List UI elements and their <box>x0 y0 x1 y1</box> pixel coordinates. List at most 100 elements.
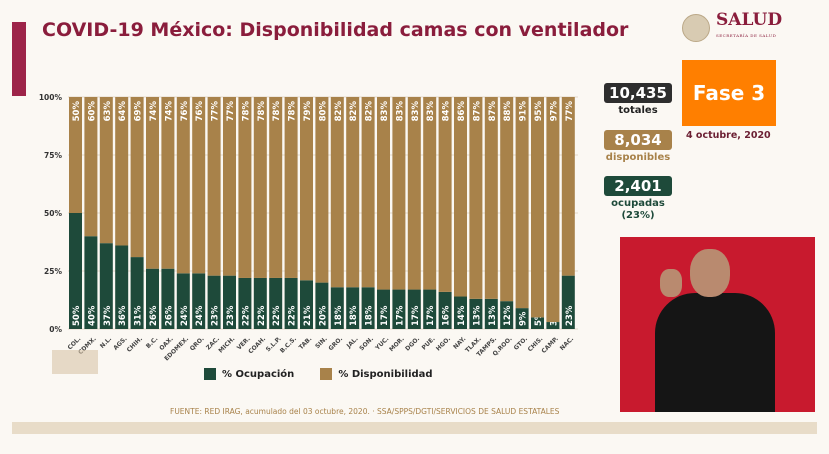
bar-available <box>407 97 421 290</box>
data-label: 24% <box>195 305 205 326</box>
footer-bar <box>12 422 817 434</box>
bar-occupied <box>238 277 252 329</box>
data-label: 37% <box>103 305 113 326</box>
x-tick-label: N.L. <box>99 335 113 349</box>
bar-available <box>484 97 498 299</box>
x-tick-label: JAL. <box>345 335 360 350</box>
bar-occupied <box>130 257 144 329</box>
x-tick-label: COAH. <box>247 335 267 355</box>
data-label: 87% <box>472 101 482 122</box>
bar-occupied <box>146 268 159 329</box>
data-label: 95% <box>534 101 544 122</box>
occupied-value: 2,401 <box>604 176 672 196</box>
available-label: disponibles <box>605 152 671 163</box>
legend-swatch-occupied <box>204 368 216 380</box>
bar-occupied <box>531 317 544 329</box>
data-label: 18% <box>349 305 359 326</box>
data-label: 86% <box>457 101 467 122</box>
bar-occupied <box>515 308 529 329</box>
bar-occupied <box>330 287 344 329</box>
data-label: 13% <box>472 305 482 326</box>
bar-available <box>515 97 529 309</box>
data-label: 24% <box>180 305 190 326</box>
sign-language-interpreter-video <box>620 237 815 412</box>
interpreter-head <box>690 249 730 297</box>
bar-occupied <box>115 245 129 329</box>
x-tick-label: MICH. <box>217 335 236 354</box>
bar-occupied <box>500 301 514 329</box>
data-label: 12% <box>503 305 513 326</box>
data-label: 17% <box>426 305 436 326</box>
bar-available <box>346 97 360 288</box>
bar-occupied <box>361 287 375 329</box>
bar-available <box>454 97 467 297</box>
legend-swatch-available <box>320 368 333 380</box>
data-label: 23% <box>211 305 221 326</box>
data-label: 18% <box>365 305 375 326</box>
bar-available <box>176 97 190 274</box>
available-value: 8,034 <box>604 130 672 150</box>
bar-available <box>192 97 206 274</box>
occupied-beds-stat: 2,401 ocupadas (23%) <box>604 176 672 222</box>
source-note: FUENTE: RED IRAG, acumulado del 03 octub… <box>170 407 560 416</box>
bar-available <box>284 97 298 278</box>
data-label: 83% <box>411 101 421 122</box>
bar-available <box>361 97 375 288</box>
data-label: 22% <box>257 305 267 326</box>
data-label: 20% <box>318 305 328 326</box>
data-label: 77% <box>211 101 221 122</box>
bar-available <box>253 97 267 278</box>
x-tick-label: SIN. <box>314 335 329 350</box>
bar-available <box>207 97 221 276</box>
data-label: 31% <box>134 305 144 326</box>
bar-available <box>531 97 544 318</box>
bar-available <box>130 97 144 258</box>
legend-label: % Ocupación <box>222 369 295 380</box>
data-label: 74% <box>149 101 159 122</box>
data-label: 17% <box>395 305 405 326</box>
y-tick-label: 75% <box>44 151 62 160</box>
stacked-bar-chart: 0%25%50%75%100%50%50%COL.40%60%CDMX.37%6… <box>39 93 578 362</box>
x-tick-label: MOR. <box>388 335 406 353</box>
data-label: 50% <box>72 101 82 122</box>
bar-available <box>392 97 406 290</box>
data-label: 26% <box>149 305 159 326</box>
salud-logo: SALUD SECRETARÍA DE SALUD <box>682 12 782 44</box>
x-tick-label: B.C.S. <box>279 335 298 354</box>
decorative-illustration <box>52 350 98 374</box>
bar-occupied <box>300 280 313 329</box>
total-label: totales <box>618 105 658 116</box>
x-tick-label: GRO. <box>327 335 344 352</box>
y-tick-label: 50% <box>44 209 62 218</box>
y-tick-label: 25% <box>44 267 62 276</box>
title-accent-bar <box>12 22 26 96</box>
bar-occupied <box>207 275 221 329</box>
data-label: 79% <box>303 101 313 122</box>
x-tick-label: NAC. <box>559 335 576 352</box>
bar-available <box>469 97 483 299</box>
bar-occupied <box>469 298 483 329</box>
occupied-pct: (23%) <box>621 210 655 221</box>
bar-occupied <box>253 277 267 329</box>
national-seal-icon <box>682 14 710 42</box>
bar-occupied <box>546 322 560 329</box>
data-label: 91% <box>519 101 529 122</box>
data-label: 97% <box>549 101 559 122</box>
bar-available <box>330 97 344 288</box>
data-label: 16% <box>442 305 452 326</box>
data-label: 83% <box>426 101 436 122</box>
report-date: 4 octubre, 2020 <box>686 130 771 141</box>
bar-occupied <box>269 277 283 329</box>
data-label: 69% <box>134 101 144 122</box>
bar-occupied <box>284 277 298 329</box>
y-tick-label: 100% <box>39 93 63 102</box>
bar-available <box>423 97 437 290</box>
data-label: 78% <box>288 101 298 122</box>
bar-occupied <box>484 298 498 329</box>
data-label: 13% <box>488 305 498 326</box>
bar-occupied <box>99 243 113 329</box>
bar-available <box>300 97 313 281</box>
data-label: 77% <box>226 101 236 122</box>
data-label: 78% <box>272 101 282 122</box>
bar-available <box>146 97 159 269</box>
